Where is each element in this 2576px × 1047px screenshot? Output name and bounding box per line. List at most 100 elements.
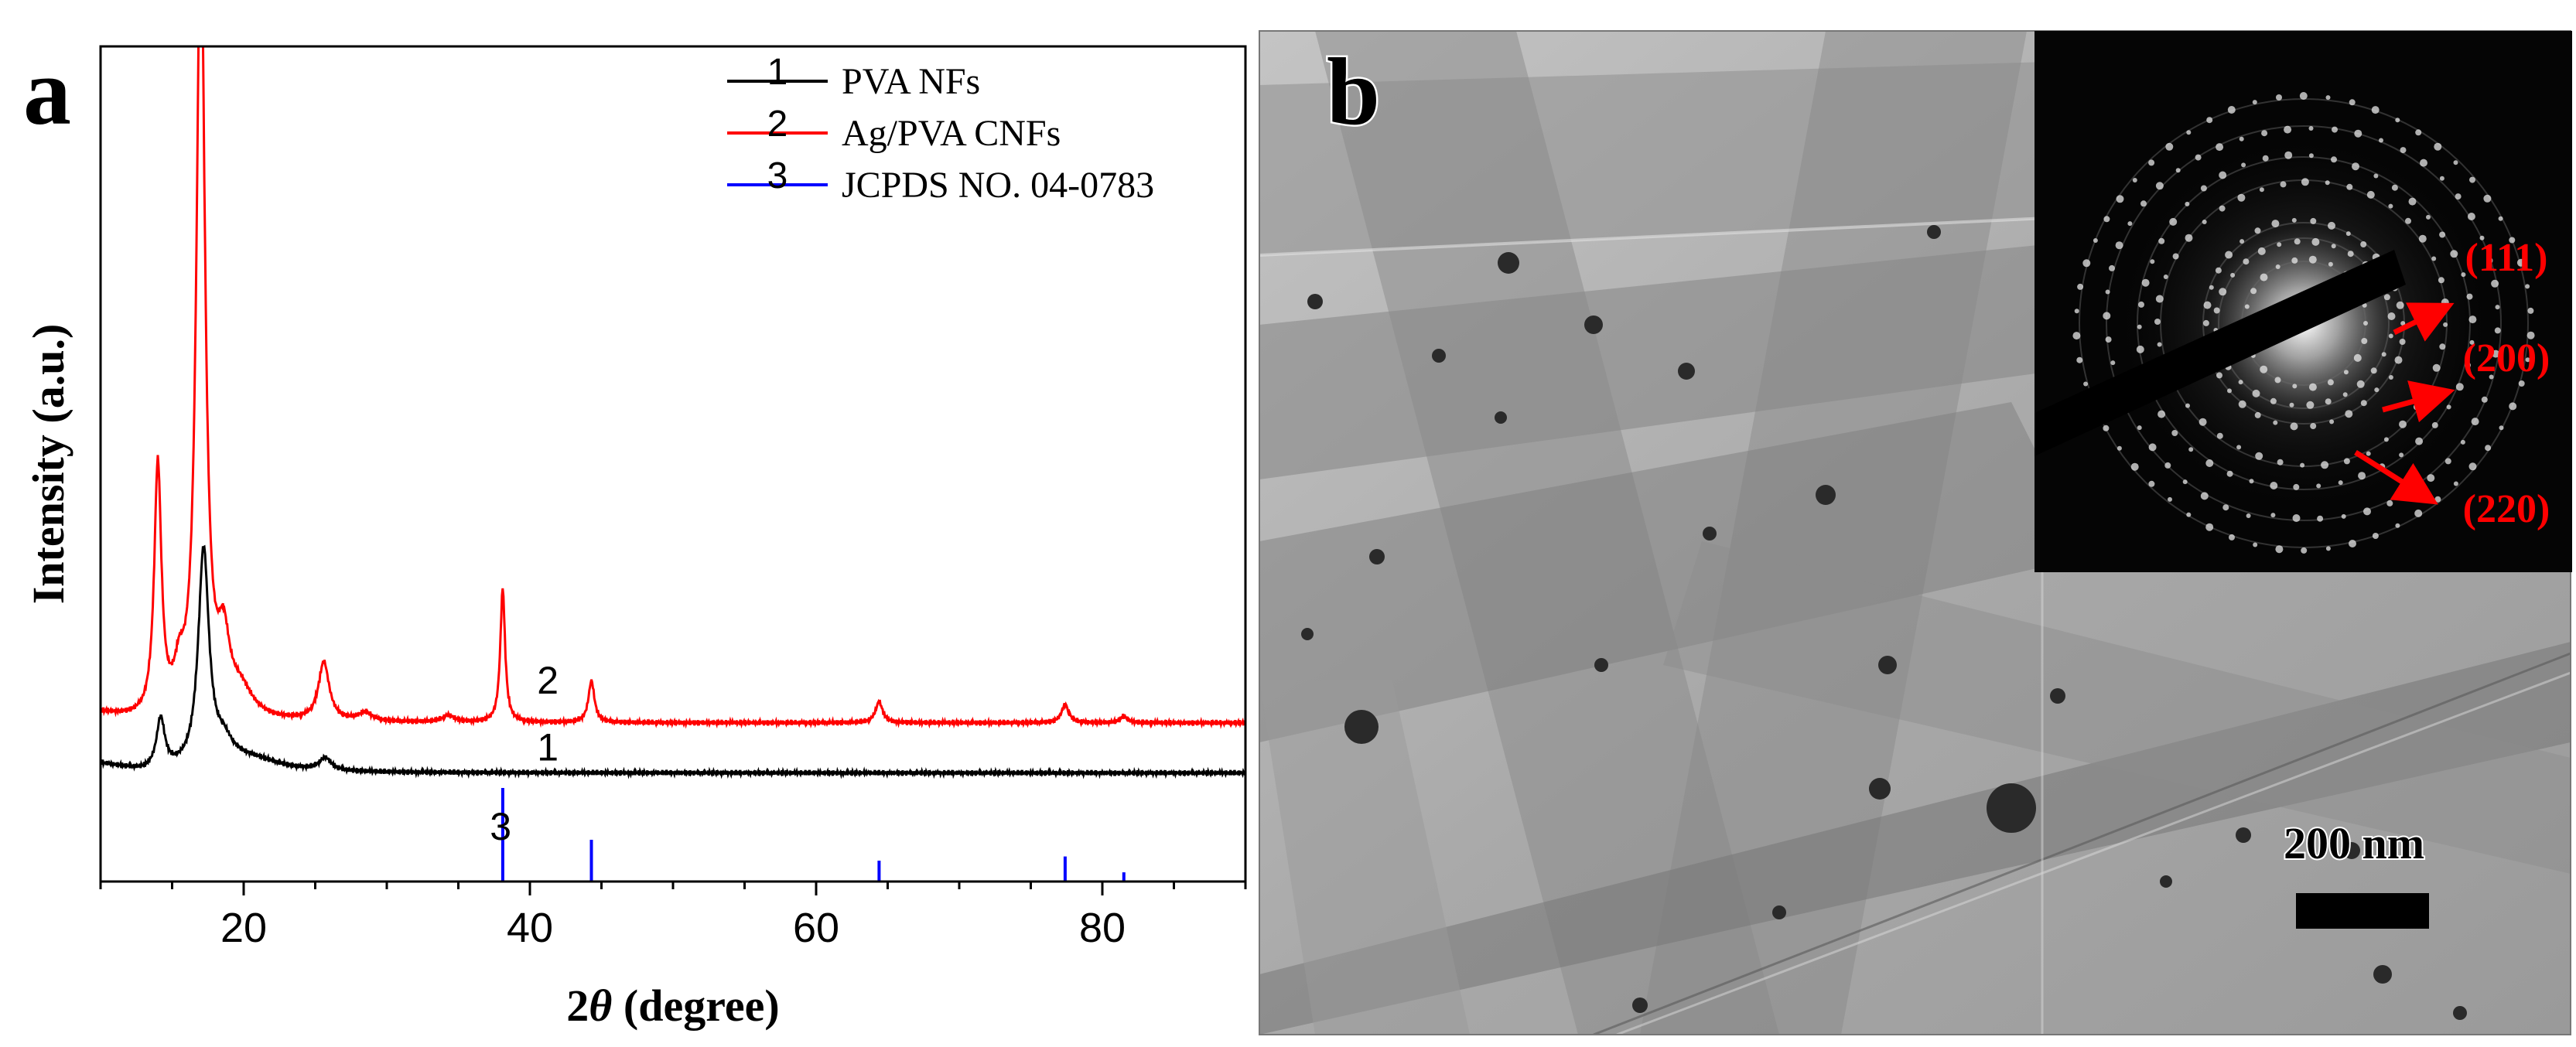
fiber-edge [1616, 671, 2571, 1035]
nanoparticle [1369, 549, 1385, 564]
diffraction-spot [2169, 217, 2178, 226]
diffraction-spot [2467, 213, 2475, 220]
diffraction-spot [2175, 168, 2181, 173]
diffraction-spot [2308, 153, 2314, 159]
nanofiber [1259, 680, 1470, 1035]
diffraction-spot [2275, 264, 2280, 269]
diffraction-spot [2198, 418, 2207, 426]
diffraction-spot [2275, 545, 2284, 554]
diffraction-spot [2188, 447, 2194, 452]
diffraction-spot [2074, 309, 2079, 314]
x-tick-label: 20 [220, 905, 267, 951]
diffraction-spot [2434, 142, 2442, 151]
curve-labels: 1 2 3 [490, 659, 559, 848]
diffraction-spot [2363, 507, 2371, 516]
diffraction-spot [2250, 288, 2257, 295]
diffraction-spot [2274, 377, 2281, 384]
diffraction-spot [2186, 512, 2192, 517]
diffraction-spot [2163, 275, 2168, 279]
fiber-edge [1593, 652, 2571, 1035]
diffraction-spot [2077, 283, 2084, 290]
diffraction-spot [2261, 130, 2268, 137]
diffraction-spot [2093, 238, 2098, 243]
diffraction-spot [2347, 251, 2354, 257]
diffraction-spot [2396, 301, 2404, 309]
diffraction-spot [2310, 217, 2317, 224]
nanofiber [1259, 402, 2089, 742]
diffraction-spot [2460, 439, 2465, 445]
diffraction-spot [2219, 205, 2226, 212]
diffraction-spot [2328, 221, 2335, 230]
diffraction-spot [2481, 396, 2488, 403]
diffraction-spot [2230, 272, 2236, 278]
diffraction-spot [2325, 398, 2332, 405]
diffraction-spot [2238, 400, 2246, 408]
diffraction-spot [2216, 143, 2224, 152]
diffraction-spot [2105, 336, 2112, 343]
nanoparticle [2343, 842, 2360, 859]
diffraction-spot [2271, 220, 2280, 228]
diffraction-spot [2243, 258, 2250, 265]
x-tick-label: 80 [1079, 905, 1126, 951]
diffraction-spot [2418, 234, 2427, 243]
diffraction-spot [2284, 151, 2293, 159]
diffraction-spot [2525, 284, 2530, 289]
diffraction-spot [2425, 385, 2431, 390]
diffraction-spot [2414, 509, 2423, 517]
diffraction-spot [2415, 129, 2422, 136]
diffraction-spot [2343, 458, 2350, 465]
nanoparticle [1584, 315, 1603, 334]
nanoparticle [1344, 710, 1379, 744]
diffraction-spot [2352, 162, 2359, 171]
diffraction-spot [2388, 375, 2393, 380]
arrow-220 [2354, 450, 2438, 505]
diffraction-spot [2325, 180, 2330, 186]
x-axis-label: 2θ (degree) [566, 980, 779, 1031]
diffraction-spot [2450, 250, 2458, 258]
diffraction-spot [2499, 425, 2504, 431]
diffraction-spot [2150, 259, 2155, 264]
diffraction-spot [2371, 106, 2380, 114]
diffraction-spot [2148, 480, 2155, 487]
panel-b-label: b [1327, 39, 1380, 145]
diffraction-spot [2432, 363, 2441, 372]
diffraction-spot [2291, 257, 2298, 264]
diffraction-spot [2311, 237, 2320, 246]
diffraction-spot [2185, 201, 2190, 206]
diffraction-spot [2310, 423, 2317, 429]
legend: 1 PVA NFs 2 Ag/PVA CNFs 3 JCPDS NO. 04-0783 [727, 52, 1154, 206]
diffraction-spot [2257, 247, 2266, 255]
diffraction-spot [2172, 253, 2179, 260]
diffraction-spot [2203, 301, 2212, 309]
diffraction-spot [2260, 273, 2268, 281]
diffraction-spot [2226, 470, 2233, 477]
diffraction-spot [2253, 542, 2258, 547]
diffraction-spot [2485, 445, 2492, 452]
diffraction-spot [2366, 190, 2375, 199]
diffraction-spot [2360, 400, 2367, 407]
diffraction-spot [2155, 182, 2164, 190]
legend-number-3: 3 [767, 155, 788, 196]
diffraction-spot [2168, 496, 2172, 502]
diffraction-spot [2420, 159, 2427, 167]
diffraction-spot [2293, 483, 2300, 490]
diffraction-spot [2328, 261, 2333, 267]
diffraction-spot [2276, 94, 2282, 101]
diffraction-spot [2255, 452, 2263, 460]
diffraction-spot [2362, 302, 2367, 308]
diffraction-spot [2400, 321, 2406, 326]
saed-label-111: (111) [2465, 236, 2548, 280]
diffraction-spot [2132, 178, 2137, 182]
scale-bar-label: 200 nm [2284, 818, 2424, 868]
tem-image: b (111) (200) (220) 200 nm [1259, 30, 2572, 1035]
diffraction-spot [2439, 176, 2444, 181]
diffraction-spot [2164, 462, 2171, 469]
diffraction-spot [2083, 381, 2089, 387]
diffraction-spot [2254, 411, 2261, 418]
diffraction-spot [2331, 244, 2336, 249]
diffraction-spot [2415, 437, 2424, 445]
diffraction-spot [2343, 370, 2349, 375]
x-axis-label-theta: θ [589, 980, 612, 1031]
diffraction-spot [2301, 178, 2309, 186]
